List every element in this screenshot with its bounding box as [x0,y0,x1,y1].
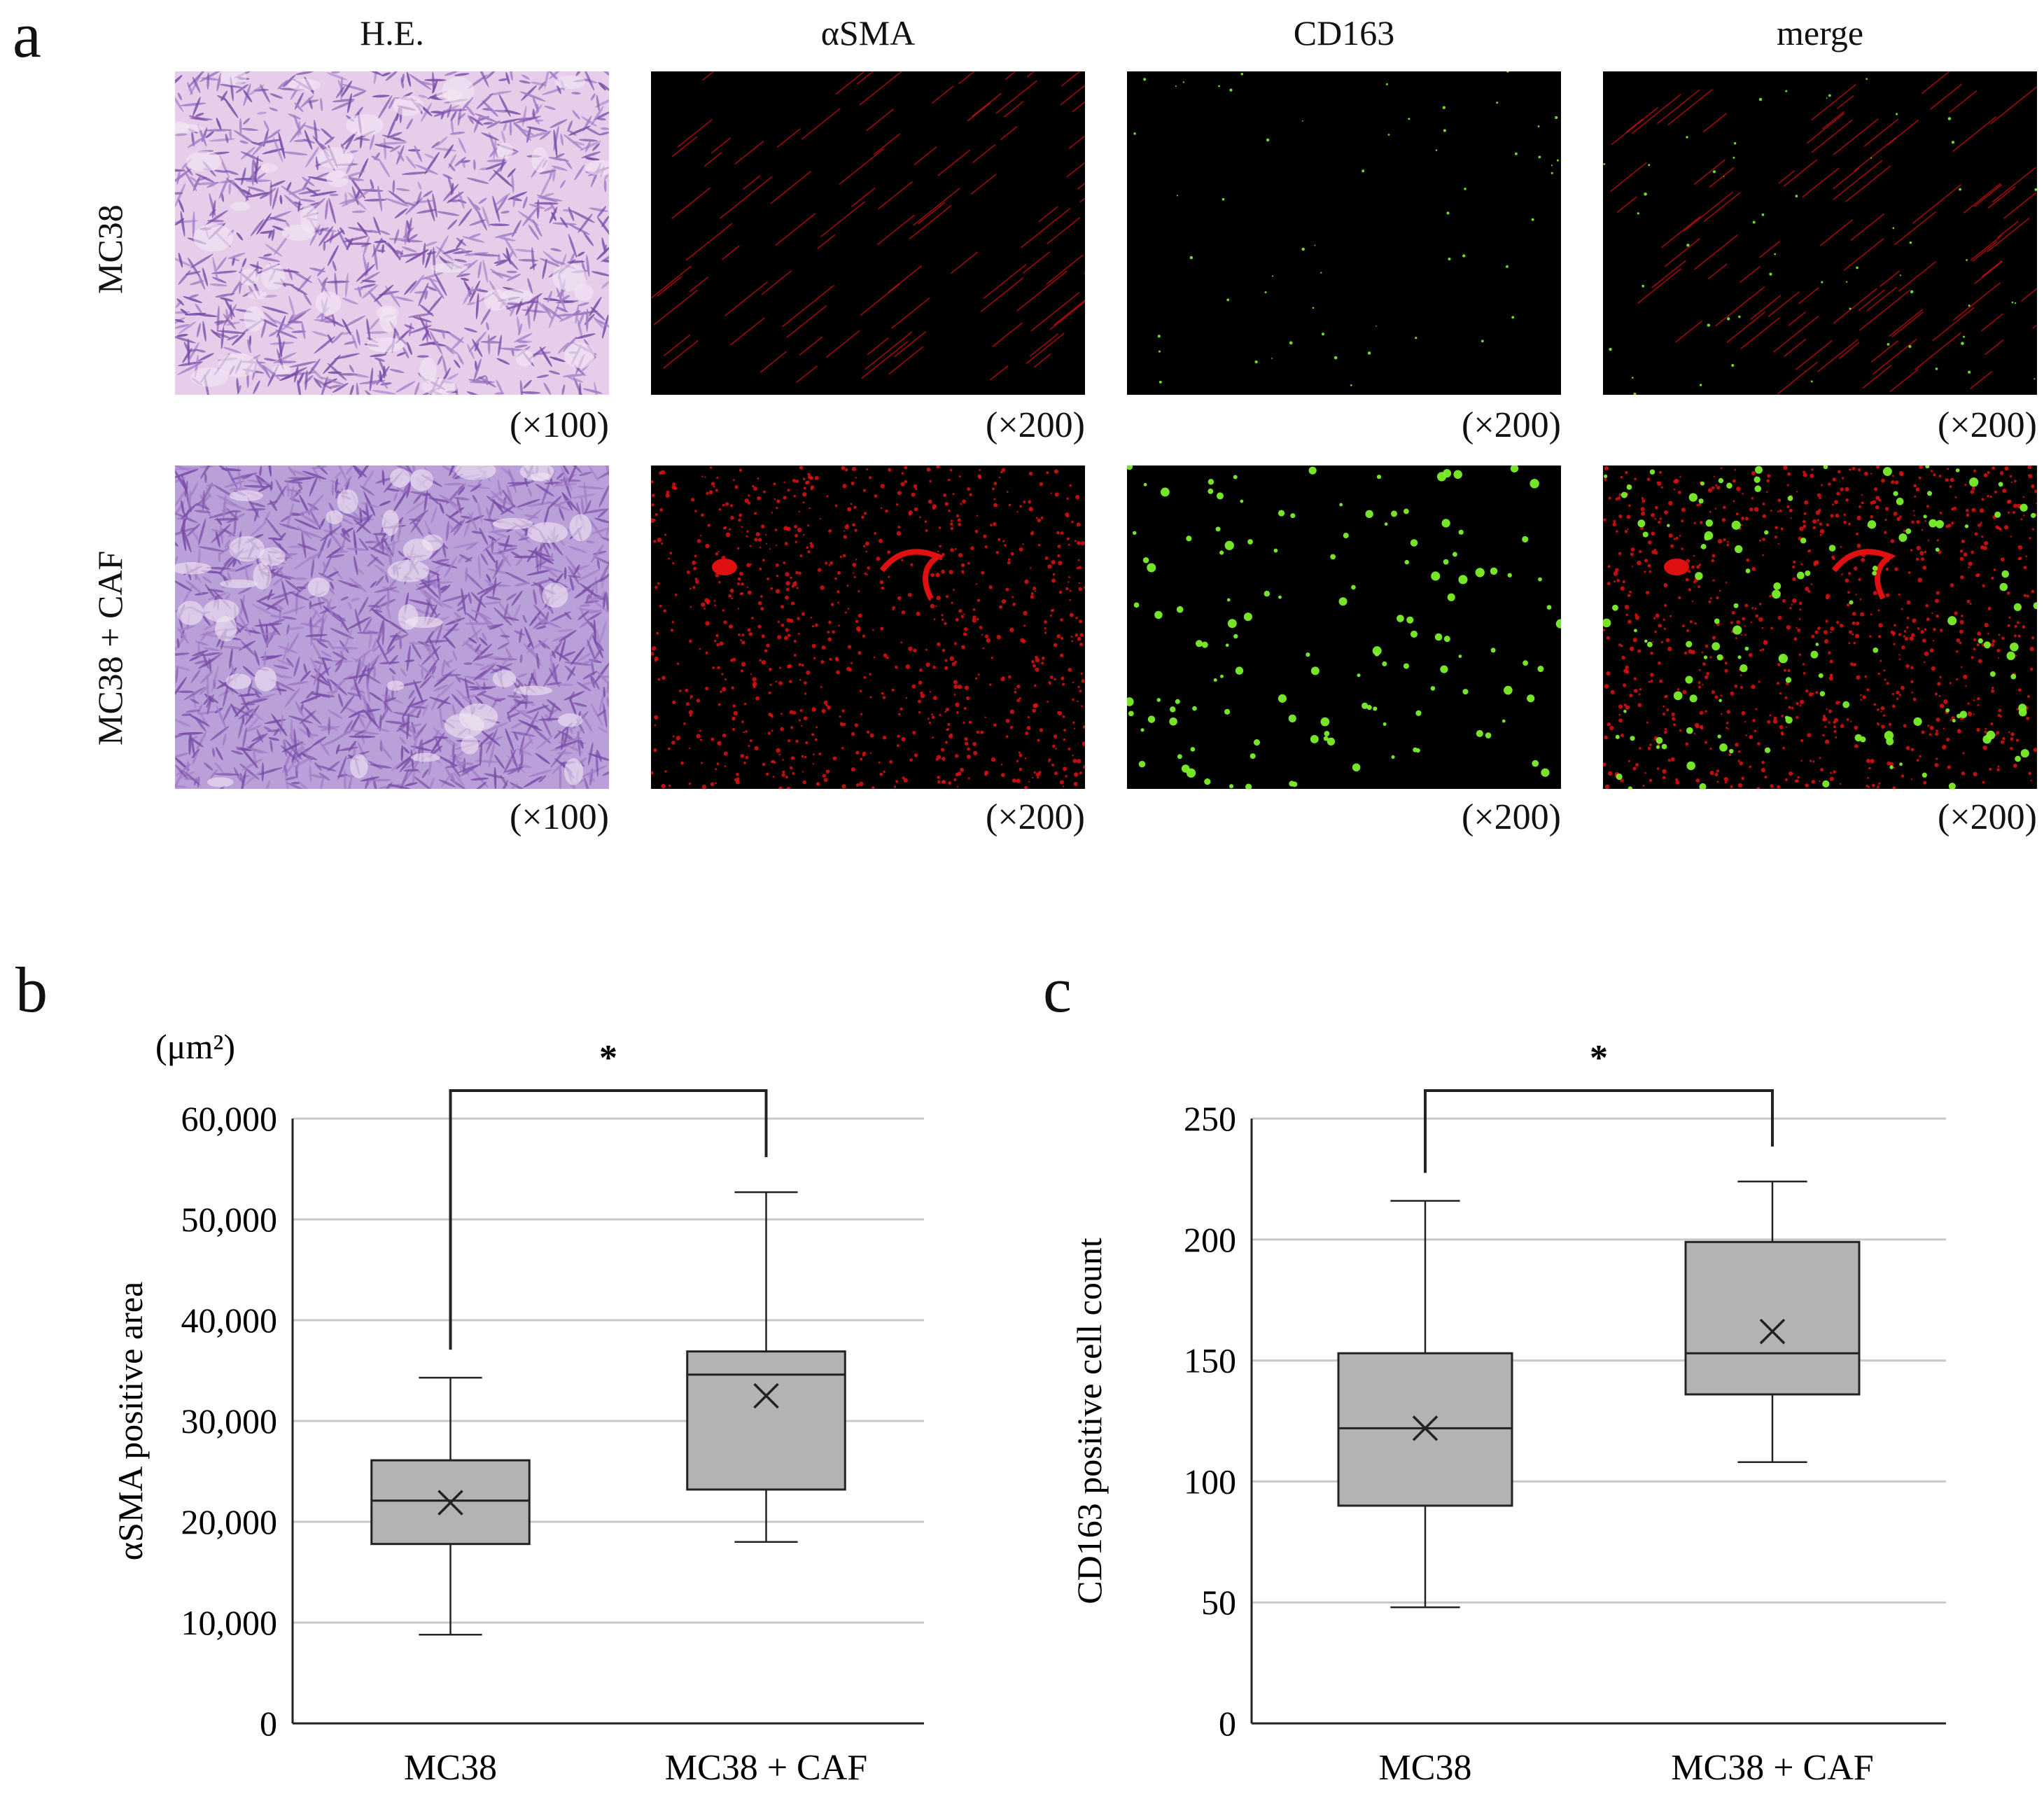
magnification-label: (×200) [1938,405,2037,445]
column-header-he: H.E. [360,13,424,52]
mean-marker [438,1490,463,1516]
cd163-image-mc38 [1127,71,1561,395]
box-2 [1684,1180,1861,1464]
significance-bracket [449,1089,768,1350]
x-tick-label: MC38 + CAF [1671,1748,1873,1785]
y-tick-label: 30,000 [181,1401,278,1441]
box-1 [370,1376,531,1636]
column-header-merge: merge [1776,13,1864,52]
magnification-label: (×200) [986,797,1085,837]
y-tick-label: 0 [1219,1704,1236,1743]
y-tick-label: 0 [260,1704,277,1743]
y-axis-label: αSMA positive area [111,1282,150,1560]
asma-image-mc38-caf [651,465,1085,789]
panel-b-letter: b [15,954,48,1026]
y-tick-label: 250 [1184,1099,1236,1138]
y-tick-label: 10,000 [181,1603,278,1642]
y-tick-label: 200 [1184,1220,1236,1259]
significance-marker: * [599,1038,617,1078]
y-tick-label: 60,000 [181,1099,278,1138]
magnification-label: (×100) [510,797,609,837]
mean-marker [1412,1415,1438,1441]
y-axis-label: CD163 positive cell count [1070,1238,1109,1604]
merge-image-mc38-caf [1603,465,2037,789]
x-tick-label: MC38 [1379,1748,1472,1785]
merge-image-mc38 [1603,71,2037,395]
y-tick-label: 100 [1184,1462,1236,1501]
magnification-label: (×200) [1462,405,1561,445]
mean-marker [753,1382,779,1409]
significance-marker: * [1590,1038,1608,1078]
row-label-mc38: MC38 [90,204,130,294]
iqr-box [1684,1240,1861,1396]
cd163-image-mc38-caf [1127,465,1561,789]
column-header-cd163: CD163 [1293,13,1395,52]
x-tick-label: MC38 [404,1748,497,1785]
he-image-mc38 [175,71,609,395]
column-header-asma: αSMA [820,13,916,52]
row-label-mc38-caf: MC38 + CAF [90,550,130,746]
panel-a-letter: a [13,0,41,71]
y-tick-label: 50 [1201,1583,1236,1622]
magnification-label: (×200) [986,405,1085,445]
asma-image-mc38 [651,71,1085,395]
chart-c: 0 50 100 150 200 250 CD163 positive cell count… [1070,1038,1946,1785]
y-tick-label: 50,000 [181,1200,278,1239]
chart-b: (μm²) 0 10,000 20,000 30,000 40,000 50,000 60,… [111,1027,924,1785]
box-2 [686,1191,846,1544]
box-1 [1337,1200,1513,1609]
magnification-label: (×100) [510,405,609,445]
unit-label: (μm²) [155,1027,235,1066]
magnification-label: (×200) [1938,797,2037,837]
he-image-mc38-caf [175,465,609,789]
significance-bracket [1424,1089,1774,1173]
y-tick-label: 150 [1184,1341,1236,1380]
magnification-label: (×200) [1462,797,1561,837]
y-tick-label: 20,000 [181,1502,278,1541]
y-tick-label: 40,000 [181,1301,278,1340]
mean-marker [1759,1318,1786,1345]
iqr-box [686,1350,846,1491]
x-tick-label: MC38 + CAF [665,1748,867,1785]
panel-c-letter: c [1043,954,1072,1026]
